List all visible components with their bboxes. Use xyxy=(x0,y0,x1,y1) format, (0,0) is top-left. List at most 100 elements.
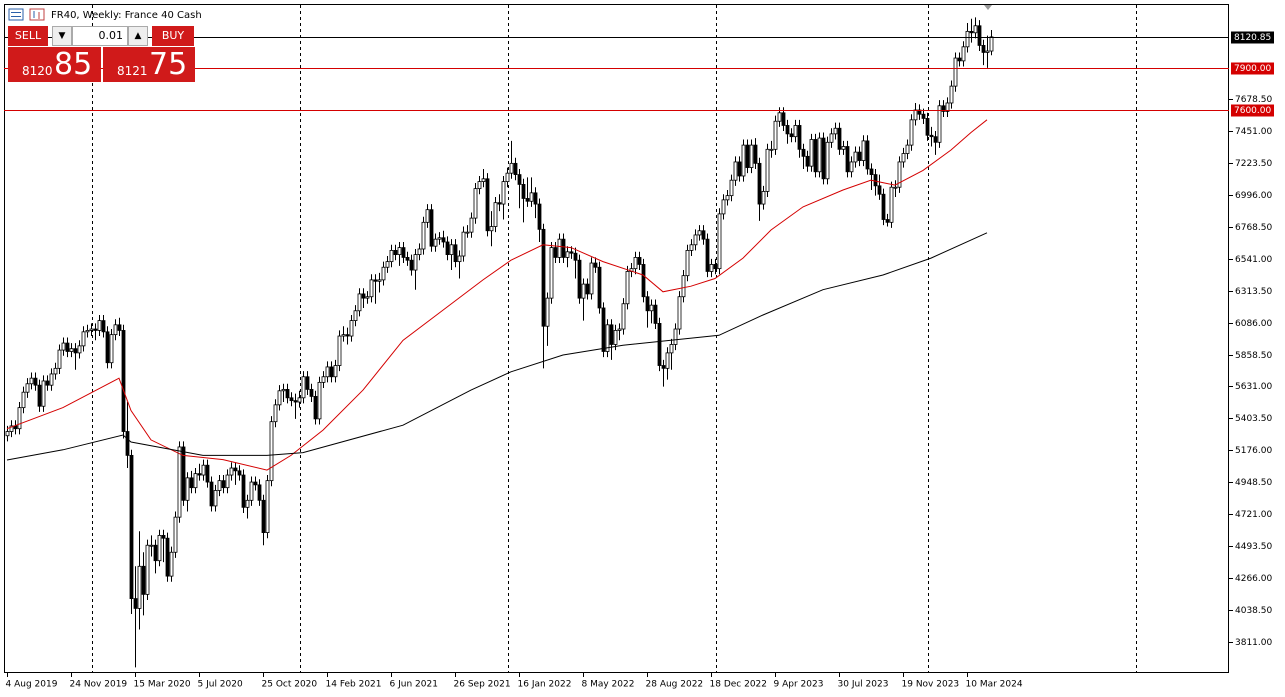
ask-panel[interactable]: 8121 75 xyxy=(103,47,195,82)
candle-body xyxy=(53,367,58,375)
candle-body xyxy=(637,257,642,265)
candle-body xyxy=(669,344,674,354)
candle-body xyxy=(729,179,734,197)
bid-price-big: 8120 xyxy=(22,64,53,78)
candle-body xyxy=(197,473,202,476)
candle-body xyxy=(321,376,326,383)
candle-body xyxy=(793,125,798,138)
candle-body xyxy=(845,146,850,173)
candle-body xyxy=(109,334,114,364)
ask-price-small: 75 xyxy=(149,47,188,82)
candle-body xyxy=(577,259,582,299)
candle-body xyxy=(513,162,518,175)
candle-body xyxy=(777,112,782,122)
candle-body xyxy=(181,446,186,501)
menu-icon[interactable] xyxy=(8,8,24,21)
bid-panel[interactable]: 8120 85 xyxy=(8,47,101,82)
candle-body xyxy=(561,238,566,258)
candle-body xyxy=(625,271,630,305)
candle-body xyxy=(741,144,746,177)
price-level-tag xyxy=(1231,62,1274,75)
candle-body xyxy=(569,251,574,254)
candle-body xyxy=(173,516,178,553)
x-tick-label: 8 May 2022 xyxy=(582,680,635,690)
candle-body xyxy=(293,400,298,403)
candle-body xyxy=(641,264,646,298)
candle-body xyxy=(325,366,330,378)
candle-body xyxy=(957,57,962,62)
candle-body xyxy=(541,228,546,327)
candle-body xyxy=(25,383,30,393)
candle-body xyxy=(901,153,906,163)
candle-body xyxy=(389,249,394,263)
candle-body xyxy=(913,109,918,121)
candle-body xyxy=(441,237,446,243)
candle-body xyxy=(581,283,586,299)
candle-body xyxy=(397,247,402,256)
candle-body xyxy=(125,431,130,456)
candle-body xyxy=(841,146,846,150)
candle-body xyxy=(689,244,694,251)
candle-body xyxy=(237,470,242,476)
candle-body xyxy=(861,140,866,161)
candle-body xyxy=(881,193,886,220)
candle-body xyxy=(409,259,414,271)
candle-body xyxy=(697,230,702,236)
candle-body xyxy=(101,320,106,333)
x-tick-label: 4 Aug 2019 xyxy=(6,680,58,690)
candle-body xyxy=(965,30,970,48)
candle-body xyxy=(537,203,542,230)
candle-body xyxy=(941,105,946,112)
candle-body xyxy=(813,139,818,173)
lot-decrease[interactable]: ▼ xyxy=(52,26,72,46)
x-tick-label: 30 Jul 2023 xyxy=(838,680,889,690)
candle-body xyxy=(853,151,858,163)
x-tick-label: 9 Apr 2023 xyxy=(774,680,824,690)
candle-body xyxy=(281,388,286,392)
candle-body xyxy=(289,397,294,402)
candle-body xyxy=(317,381,322,420)
candle-body xyxy=(241,474,246,508)
candle-body xyxy=(277,390,282,406)
candle-body xyxy=(493,202,498,227)
x-tick-label: 25 Oct 2020 xyxy=(262,680,318,690)
candle-body xyxy=(909,119,914,146)
candle-body xyxy=(133,598,138,609)
candle-body xyxy=(829,133,834,143)
candle-body xyxy=(349,320,354,337)
candle-body xyxy=(761,191,766,205)
candle-body xyxy=(585,283,590,295)
candle-body xyxy=(825,141,830,180)
candle-body xyxy=(869,168,874,175)
candle-body xyxy=(621,303,626,330)
candle-body xyxy=(773,120,778,150)
lot-increase[interactable]: ▲ xyxy=(128,26,148,46)
candle-body xyxy=(421,221,426,250)
candle-body xyxy=(193,473,198,489)
candle-body xyxy=(549,247,554,299)
candle-body xyxy=(345,334,350,337)
candle-body xyxy=(257,484,262,501)
candle-body xyxy=(605,324,610,352)
candle-body xyxy=(509,162,514,174)
candle-body xyxy=(757,162,762,205)
candle-body xyxy=(677,296,682,330)
lot-input[interactable]: 0.01 xyxy=(72,26,128,46)
candle-body xyxy=(245,499,250,508)
buy-button[interactable]: BUY xyxy=(152,26,194,46)
y-tick-label: 7223.50 xyxy=(1235,159,1272,169)
chart-icon[interactable] xyxy=(29,8,45,21)
candle-body xyxy=(897,161,902,188)
y-tick-label: 4266.00 xyxy=(1235,574,1272,584)
candle-body xyxy=(429,209,434,247)
candle-body xyxy=(589,262,594,295)
candle-body xyxy=(609,324,614,345)
x-tick-label: 19 Nov 2023 xyxy=(902,680,960,690)
candle-body xyxy=(137,565,142,609)
y-tick-label: 6541.00 xyxy=(1235,255,1272,265)
candle-body xyxy=(105,331,110,364)
candle-body xyxy=(433,238,438,247)
candle-body xyxy=(357,293,362,312)
sell-button[interactable]: SELL xyxy=(8,26,48,46)
